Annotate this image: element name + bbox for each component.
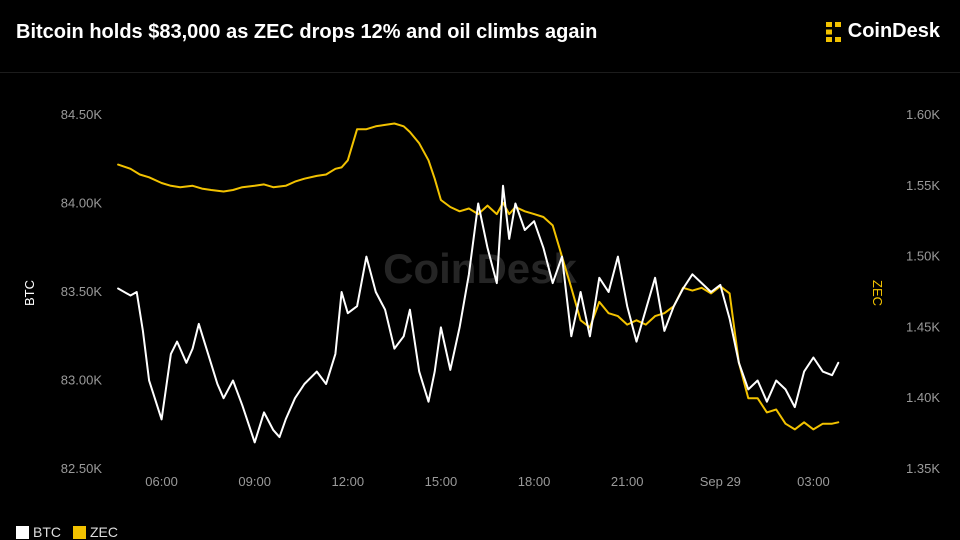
legend-item-btc: BTC [16,524,61,540]
x-tick-label: 15:00 [425,474,458,489]
y-right-tick-label: 1.60K [906,107,940,122]
brand-name: CoinDesk [847,20,940,42]
chart-title: Bitcoin holds $83,000 as ZEC drops 12% a… [16,21,598,43]
legend-swatch-zec [73,525,86,539]
y-right-tick-label: 1.45K [906,319,940,334]
legend-label-btc: BTC [33,524,61,540]
y-left-tick-label: 82.50K [61,461,103,476]
y-left-tick-label: 84.00K [61,196,103,211]
y-left-tick-label: 83.00K [61,373,103,388]
legend-item-zec: ZEC [73,524,118,540]
x-tick-label: 09:00 [238,474,271,489]
x-tick-label: Sep 29 [700,474,741,489]
series-line-btc [117,184,840,444]
y-right-tick-label: 1.55K [906,178,940,193]
x-tick-label: 18:00 [518,474,551,489]
x-tick-label: 06:00 [145,474,178,489]
y-right-tick-label: 1.50K [906,249,940,264]
y-axis-left-label: BTC [22,280,37,306]
y-right-tick-label: 1.35K [906,461,940,476]
x-tick-label: 21:00 [611,474,644,489]
y-right-tick-label: 1.40K [906,390,940,405]
y-left-tick-label: 83.50K [61,284,103,299]
legend-label-zec: ZEC [90,524,118,540]
coindesk-logo-icon [825,21,841,42]
coindesk-logo: CoinDesk [824,20,940,43]
x-tick-label: 12:00 [332,474,365,489]
x-tick-label: 03:00 [797,474,830,489]
legend: BTC ZEC [16,524,124,540]
y-left-tick-label: 84.50K [61,107,103,122]
y-axis-right-label: ZEC [870,280,885,306]
legend-swatch-btc [16,525,29,539]
header-divider [0,72,960,73]
